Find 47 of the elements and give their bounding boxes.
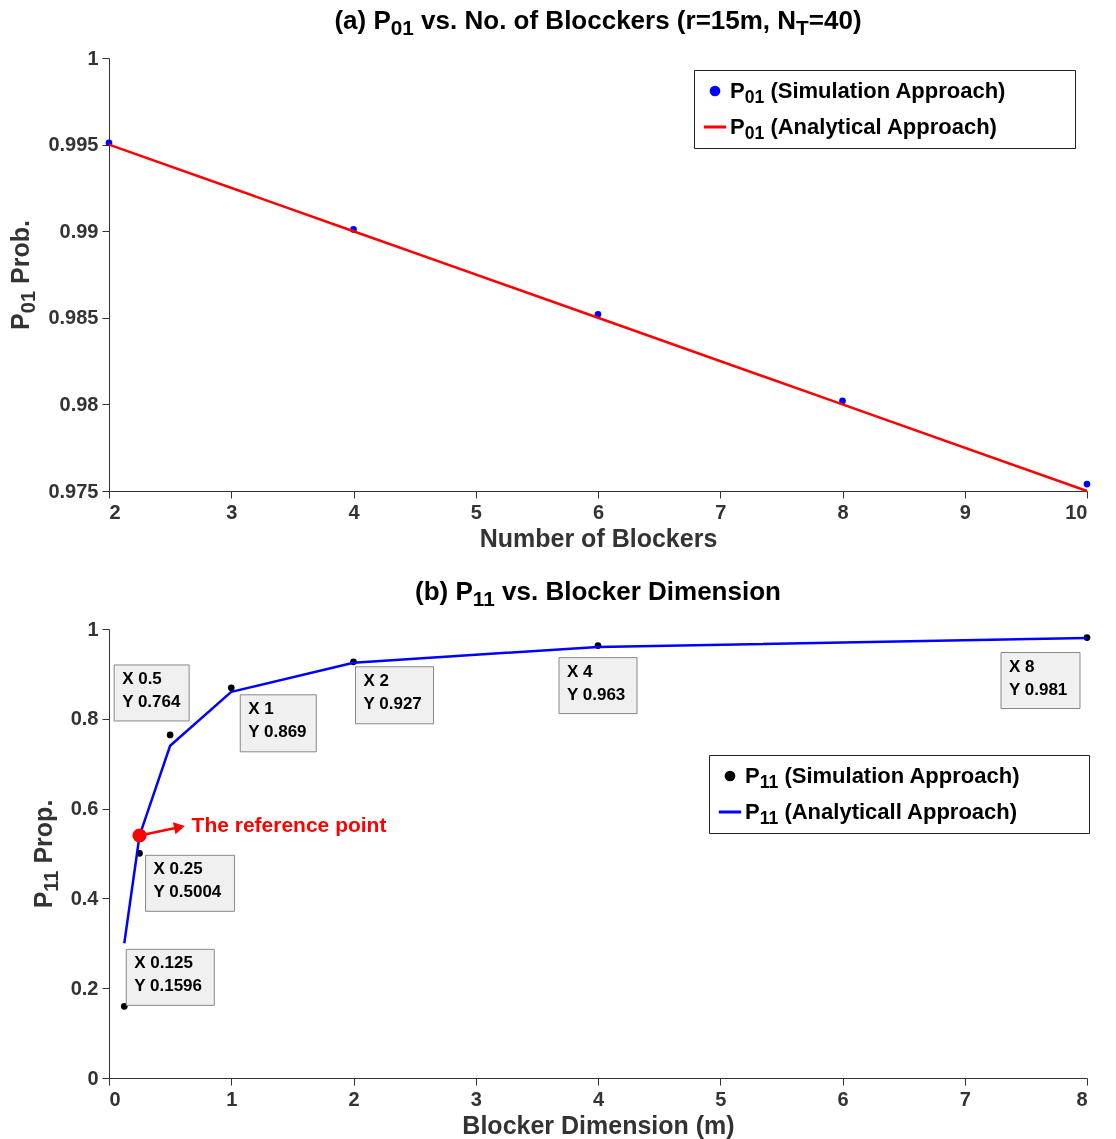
legend-label: P$_{01}$ (Analytical Approach) bbox=[730, 114, 997, 144]
y-tick-label: 0.6 bbox=[70, 797, 99, 820]
x-tick-label: 2 bbox=[109, 500, 121, 523]
x-tick-label: 6 bbox=[592, 500, 605, 523]
x-tick-label: 9 bbox=[959, 500, 971, 523]
data-label: X 4 Y 0.963 bbox=[567, 661, 626, 704]
y-tick-label: 0.995 bbox=[48, 133, 99, 156]
data-label: X 0.125 Y 0.1596 bbox=[134, 953, 203, 996]
y-tick-label: 0.975 bbox=[48, 479, 99, 502]
data-label: X 0.5 Y 0.764 bbox=[122, 668, 181, 711]
y-tick-label: 0 bbox=[87, 1066, 99, 1089]
x-tick-label: 0 bbox=[109, 1087, 121, 1110]
legend-label: P$_{11}$ (Simulation Approach) bbox=[745, 763, 1020, 793]
x-tick-label: 5 bbox=[470, 500, 482, 523]
x-tick-label: 8 bbox=[837, 500, 849, 523]
line-series bbox=[123, 636, 1089, 945]
data-label: X 0.25 Y 0.5004 bbox=[153, 859, 222, 902]
x-tick-label: 6 bbox=[837, 1087, 849, 1110]
x-axis-title: Number of Blockers bbox=[479, 523, 718, 552]
y-tick-label: 0.985 bbox=[48, 306, 99, 329]
y-tick-label: 0.98 bbox=[59, 392, 99, 415]
x-tick-label: 7 bbox=[715, 500, 727, 523]
x-tick-label: 1 bbox=[226, 1087, 238, 1110]
x-tick-label: 2 bbox=[348, 1087, 360, 1110]
x-axis-title: Blocker Dimension (m) bbox=[462, 1110, 735, 1139]
x-tick-label: 8 bbox=[1076, 1087, 1088, 1110]
y-tick-label: 0.2 bbox=[70, 976, 99, 999]
legend-label: P$_{01}$ (Simulation Approach) bbox=[730, 78, 1006, 108]
x-tick-label: 4 bbox=[592, 1087, 605, 1110]
x-tick-label: 3 bbox=[470, 1087, 482, 1110]
x-tick-label: 4 bbox=[348, 500, 361, 523]
y-tick-label: 0.8 bbox=[70, 707, 99, 730]
legend-label: P$_{11}$ (Analyticall Approach) bbox=[745, 799, 1018, 829]
data-label: X 8 Y 0.981 bbox=[1009, 656, 1068, 699]
x-tick-label: 5 bbox=[715, 1087, 727, 1110]
data-label: X 2 Y 0.927 bbox=[363, 670, 422, 713]
chart-title: (b) P$_{11}$ vs. Blocker Dimension bbox=[415, 576, 781, 611]
y-tick-label: 1 bbox=[87, 46, 99, 69]
y-tick-label: 0.99 bbox=[59, 219, 99, 242]
y-tick-label: 0.4 bbox=[70, 886, 100, 909]
y-tick-label: 1 bbox=[87, 617, 99, 640]
data-label: X 1 Y 0.869 bbox=[248, 698, 307, 741]
x-tick-label: 10 bbox=[1065, 500, 1088, 523]
annotation: The reference point bbox=[191, 812, 387, 836]
x-tick-label: 3 bbox=[226, 500, 238, 523]
x-tick-label: 7 bbox=[959, 1087, 971, 1110]
chart-title: (a) P$_{01}$ vs. No. of Blocckers (r=15m, N$_{T}$=40) bbox=[334, 5, 862, 40]
